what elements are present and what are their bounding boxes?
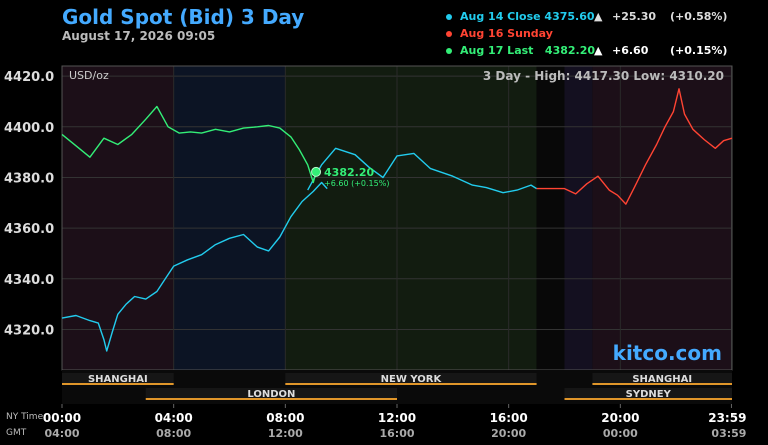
series-line [536, 88, 733, 205]
session-shade-newyork [285, 66, 537, 370]
y-tick-label: 4420.0 [4, 70, 54, 85]
last-price-marker [311, 166, 322, 177]
session-label: SHANGHAI [632, 374, 692, 385]
y-tick-label: 4360.0 [4, 222, 54, 237]
legend-percent: (+0.58%) [670, 10, 728, 23]
x-tick-label-ny: 20:00 [601, 411, 639, 425]
legend-dot-icon [446, 48, 452, 54]
row-label-gmt: GMT [6, 428, 27, 438]
x-tick-label-ny: 12:00 [378, 411, 416, 425]
last-change-label: +6.60 (+0.15%) [324, 179, 389, 188]
series-line [307, 147, 537, 194]
legend-percent: (+0.15%) [670, 44, 728, 57]
up-arrow-icon: ▲ [594, 44, 603, 57]
legend-change: +6.60 [612, 44, 649, 57]
x-tick-label-gmt: 03:59 [711, 427, 746, 440]
x-tick-label-gmt: 08:00 [156, 427, 191, 440]
series-line [61, 105, 317, 184]
unit-label: USD/oz [69, 69, 109, 82]
chart-title: Gold Spot (Bid) 3 Day [62, 5, 305, 29]
legend-change: +25.30 [612, 10, 657, 23]
session-shade-sydney [564, 66, 593, 370]
session-label: NEW YORK [381, 374, 443, 385]
session-label: SHANGHAI [88, 374, 148, 385]
x-tick-label-gmt: 12:00 [268, 427, 303, 440]
series-line [61, 181, 328, 352]
legend-dot-icon [446, 31, 452, 37]
y-tick-label: 4340.0 [4, 273, 54, 288]
x-tick-label-ny: 23:59 [708, 411, 746, 425]
y-tick-label: 4400.0 [4, 121, 54, 136]
x-tick-label-gmt: 16:00 [379, 427, 414, 440]
row-label-ny: NY Time [6, 412, 44, 422]
session-bar-top [285, 373, 537, 384]
session-shade-shanghai [62, 66, 174, 370]
session-label: LONDON [247, 389, 295, 400]
legend-label: Aug 16 Sunday [460, 27, 553, 40]
up-arrow-icon: ▲ [594, 10, 603, 23]
range-text: 3 Day - High: 4417.30 Low: 4310.20 [483, 69, 724, 83]
session-shade-closed [536, 66, 565, 370]
y-tick-label: 4320.0 [4, 323, 54, 338]
watermark-label: kitco.com [613, 341, 722, 365]
session-bar-top [62, 373, 174, 384]
x-tick-label-ny: 16:00 [490, 411, 528, 425]
x-tick-label-gmt: 04:00 [44, 427, 79, 440]
session-bar-bottom [564, 388, 732, 399]
session-shade-asia [173, 66, 286, 370]
x-tick-label-ny: 04:00 [155, 411, 193, 425]
x-tick-label-ny: 00:00 [43, 411, 81, 425]
session-label: SYDNEY [626, 389, 672, 400]
x-tick-label-gmt: 20:00 [491, 427, 526, 440]
y-tick-label: 4380.0 [4, 171, 54, 186]
x-tick-label-ny: 08:00 [266, 411, 304, 425]
chart-date: August 17, 2026 09:05 [62, 29, 216, 43]
legend-dot-icon [446, 14, 452, 20]
session-bar-top [592, 373, 732, 384]
legend-label: Aug 17 Last 4382.20 [460, 44, 596, 57]
last-price-label: 4382.20 [324, 166, 374, 179]
session-shade-shanghai-2 [592, 66, 732, 370]
legend-label: Aug 14 Close 4375.60 [460, 10, 595, 23]
x-tick-label-gmt: 00:00 [603, 427, 638, 440]
session-bar-bottom [145, 388, 397, 399]
